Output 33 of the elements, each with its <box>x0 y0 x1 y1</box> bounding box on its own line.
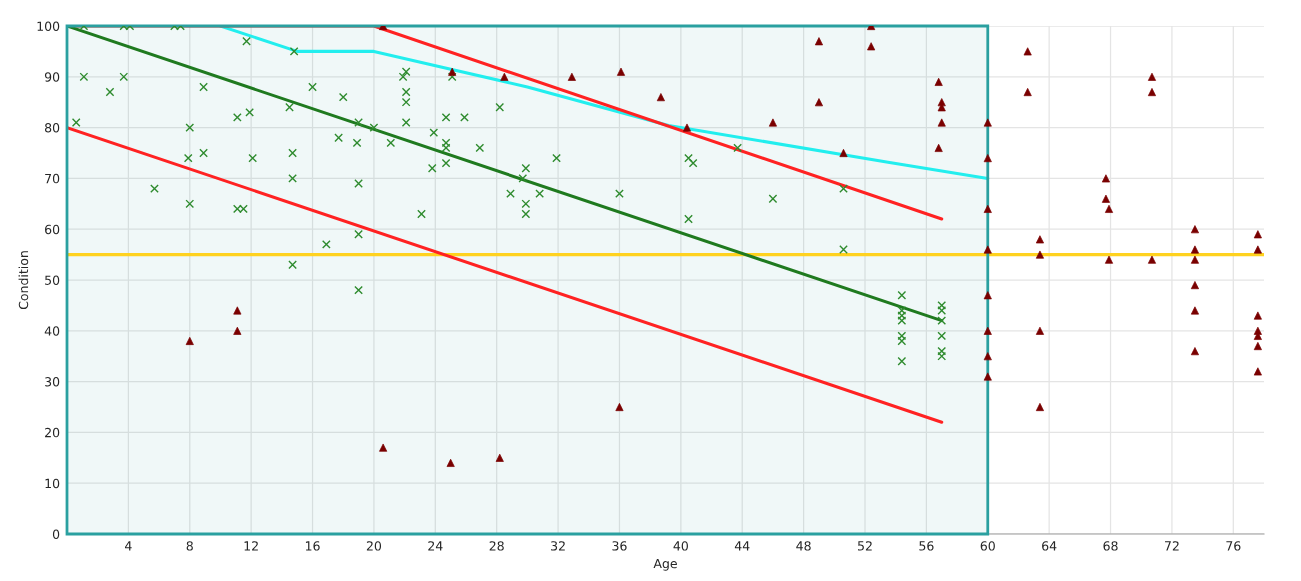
x-tick-label: 72 <box>1165 541 1179 551</box>
y-tick-label: 40 <box>44 326 60 336</box>
y-tick-label: 0 <box>52 529 60 539</box>
x-tick-label: 36 <box>612 541 627 551</box>
y-tick-label: 60 <box>45 224 60 235</box>
x-tick-label: 48 <box>796 541 811 551</box>
x-tick-label: 16 <box>305 541 320 551</box>
x-tick-label: 12 <box>244 541 258 551</box>
y-tick-label: 30 <box>45 377 60 387</box>
x-tick-label: 52 <box>858 541 872 551</box>
x-tick-label: 20 <box>366 541 382 551</box>
x-tick-label: 60 <box>980 541 995 551</box>
x-tick-label: 4 <box>125 541 132 551</box>
x-tick-label: 44 <box>734 541 750 551</box>
x-tick-label: 68 <box>1103 541 1118 551</box>
y-tick-label: 50 <box>45 275 60 285</box>
x-tick-label: 64 <box>1042 541 1057 551</box>
x-tick-label: 24 <box>428 541 443 551</box>
y-tick-label: 20 <box>45 427 60 438</box>
x-tick-label: 76 <box>1226 541 1241 551</box>
y-tick-label: 90 <box>44 72 60 82</box>
y-tick-label: 80 <box>45 123 60 133</box>
y-tick-label: 10 <box>45 478 60 489</box>
x-tick-label: 40 <box>673 541 688 551</box>
x-tick-label: 32 <box>551 541 565 551</box>
x-tick-label: 28 <box>489 541 504 551</box>
y-tick-label: 70 <box>45 173 60 184</box>
x-tick-label: 8 <box>186 541 193 551</box>
y-axis-title: Condition <box>18 251 29 310</box>
y-tick-label: 100 <box>37 21 60 31</box>
x-axis-title: Age <box>653 558 677 571</box>
x-tick-label: 56 <box>919 541 934 551</box>
point <box>839 148 848 158</box>
